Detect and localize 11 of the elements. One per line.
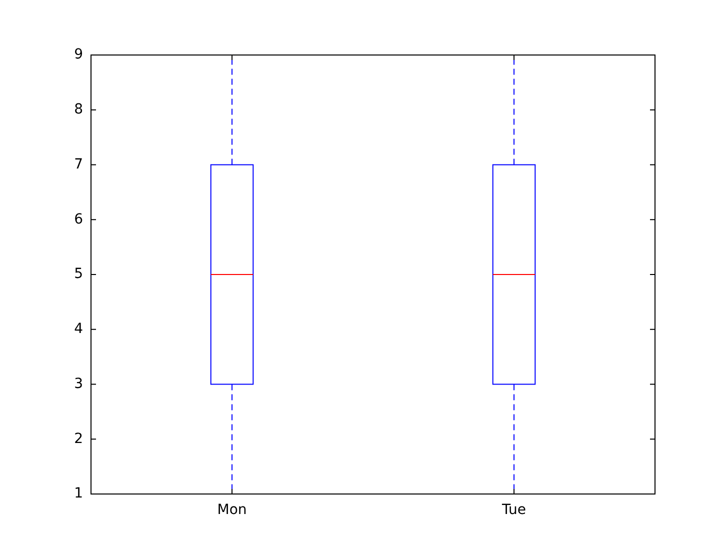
y-tick-label: 1 bbox=[74, 486, 83, 502]
y-tick-label: 8 bbox=[74, 102, 83, 118]
x-tick-label: Mon bbox=[217, 502, 247, 518]
y-tick-label: 4 bbox=[74, 321, 84, 338]
y-tick-label: 2 bbox=[74, 430, 83, 447]
x-tick-label: Tue bbox=[501, 502, 526, 518]
y-tick-label: 9 bbox=[74, 46, 83, 63]
y-tick-label: 7 bbox=[74, 156, 83, 172]
y-tick-label: 3 bbox=[74, 376, 83, 392]
y-tick-label: 6 bbox=[74, 211, 84, 228]
y-tick-label: 5 bbox=[74, 266, 83, 282]
